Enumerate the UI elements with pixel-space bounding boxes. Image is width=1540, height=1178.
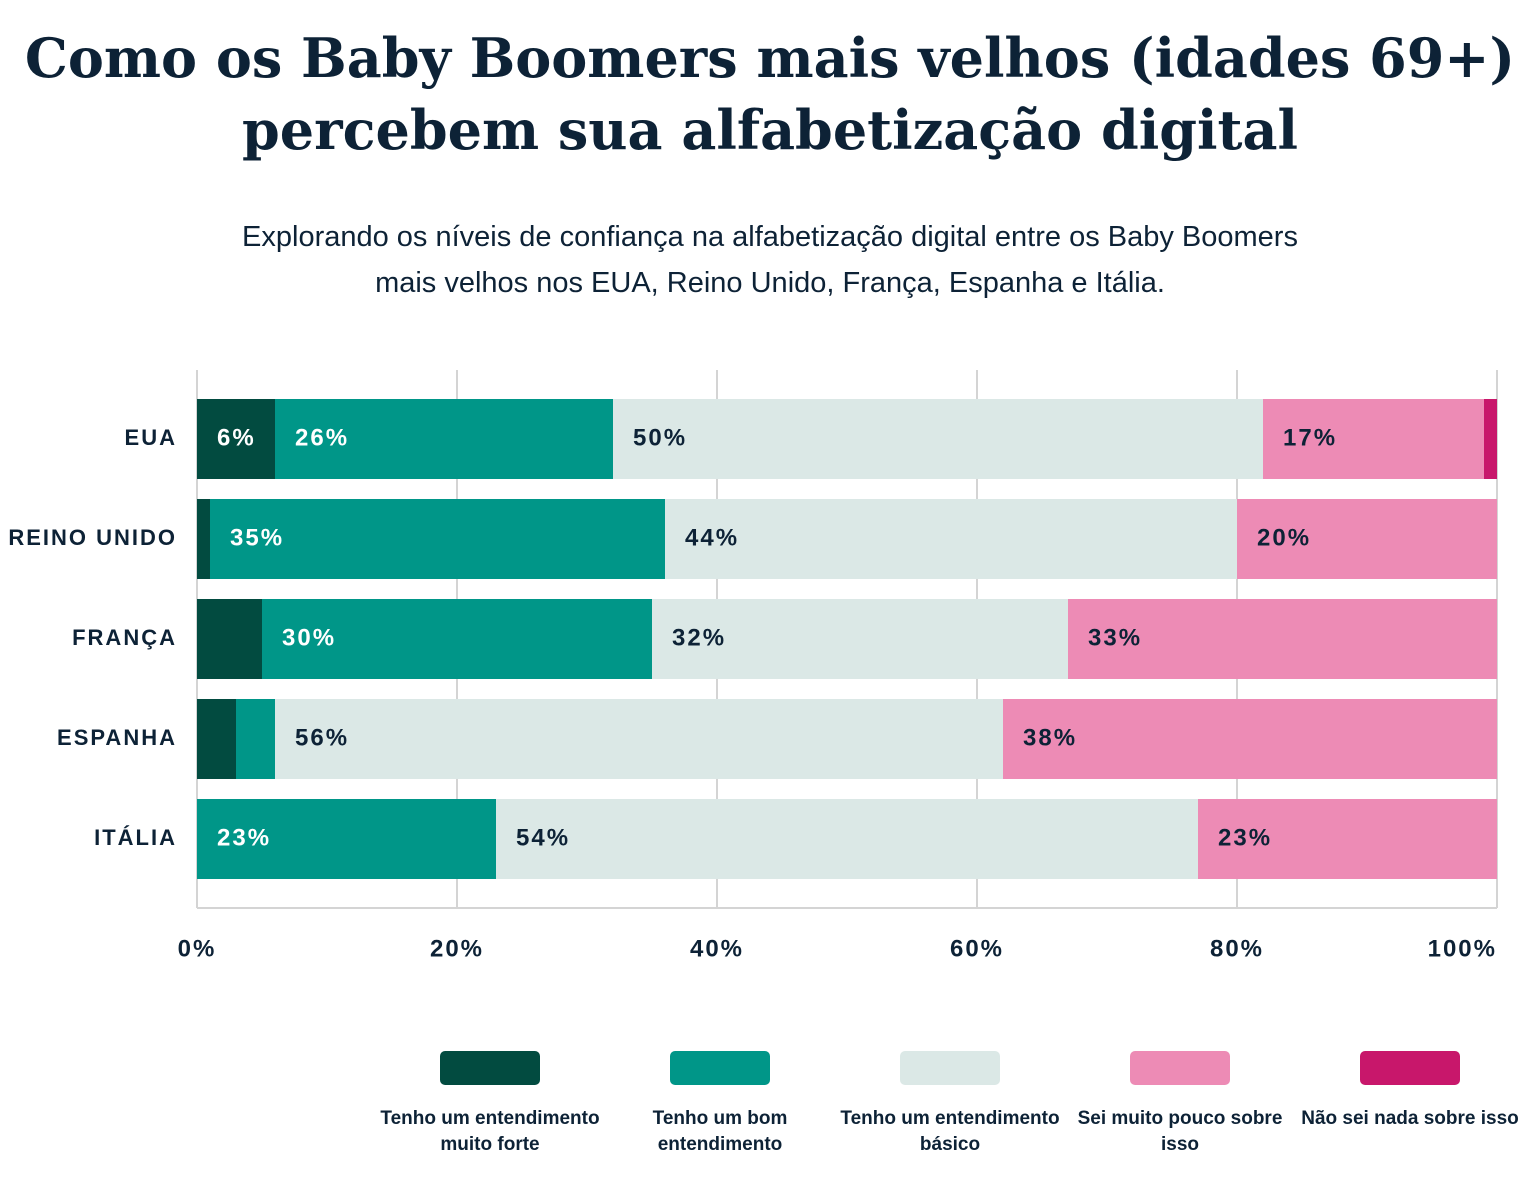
bar-segment [652,599,1068,679]
value-label: 56% [295,724,349,751]
value-label: 6% [217,424,256,451]
value-label: 44% [685,524,739,551]
bar-segment [262,599,652,679]
value-label: 23% [217,824,271,851]
y-tick-label: ESPANHA [57,725,177,750]
bar-segment [1237,499,1497,579]
legend-swatch [440,1051,540,1085]
x-tick-label: 0% [178,935,217,962]
legend-swatch [900,1051,1000,1085]
y-tick-label: ITÁLIA [94,825,177,850]
value-label: 54% [516,824,570,851]
bar-segment [1263,399,1484,479]
value-label: 33% [1088,624,1142,651]
value-label: 32% [672,624,726,651]
y-tick-label: REINO UNIDO [8,525,177,550]
legend-label: Não sei nada sobre isso [1301,1108,1519,1129]
value-label: 17% [1283,424,1337,451]
bar-segment [236,699,275,779]
legend-swatch [1360,1051,1460,1085]
bar-segment [496,799,1198,879]
value-label: 26% [295,424,349,451]
bar-segment [197,599,262,679]
bar-segment [197,499,210,579]
bar-segment [197,799,496,879]
value-label: 30% [282,624,336,651]
legend-label: Sei muito pouco sobre isso [1077,1108,1283,1155]
legend-label: Tenho um entendimento básico [840,1108,1060,1155]
x-tick-label: 20% [430,935,484,962]
bar-segment [1484,399,1497,479]
y-tick-label: FRANÇA [72,625,177,650]
value-label: 35% [230,524,284,551]
y-tick-label: EUA [125,425,177,450]
bar-segment [275,399,613,479]
bar-segment [1003,699,1497,779]
bar-segment [665,499,1237,579]
bar-segment [197,699,236,779]
legend-swatch [1130,1051,1230,1085]
bar-segment [1198,799,1497,879]
legend-label: Tenho um entendimento muito forte [380,1108,600,1155]
value-label: 50% [633,424,687,451]
legend-swatch [670,1051,770,1085]
x-tick-label: 100% [1428,935,1497,962]
legend-label: Tenho um bom entendimento [652,1108,788,1155]
x-tick-label: 60% [950,935,1004,962]
value-label: 23% [1218,824,1272,851]
chart-subtitle: Explorando os níveis de confiança na alf… [242,221,1298,299]
bar-segment [210,499,665,579]
x-tick-label: 80% [1210,935,1264,962]
bar-segment [613,399,1263,479]
bar-segment [197,399,275,479]
bar-segment [275,699,1003,779]
chart-title: Como os Baby Boomers mais velhos (idades… [24,26,1516,162]
value-label: 20% [1257,524,1311,551]
value-label: 38% [1023,724,1077,751]
bar-segment [1068,599,1497,679]
x-tick-label: 40% [690,935,744,962]
